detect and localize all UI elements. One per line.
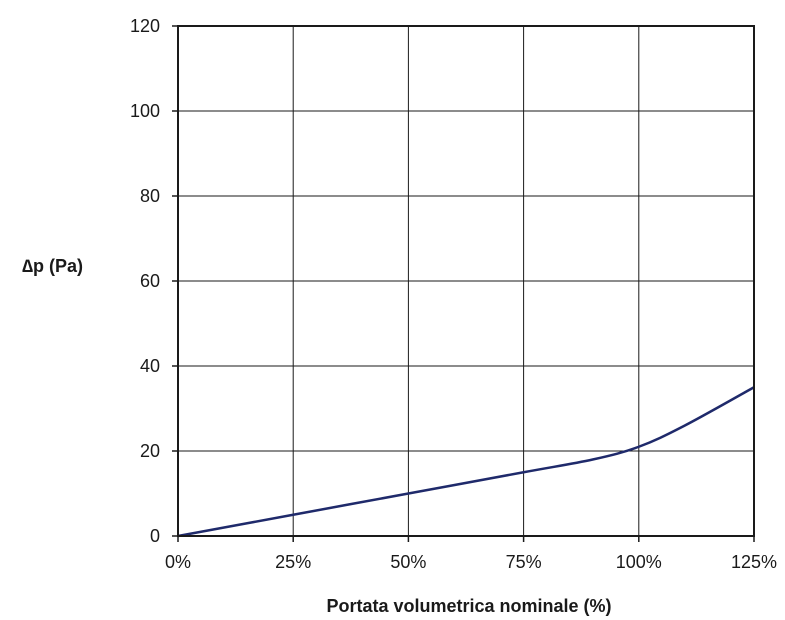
x-tick-labels: 0% 25% 50% 75% 100% 125% [165,536,777,572]
y-axis-title: ∆p (Pa) [22,256,83,276]
series-layer [177,386,755,538]
x-tick-label-1: 25% [275,552,311,572]
y-tick-label-2: 40 [140,356,160,376]
y-tick-label-3: 60 [140,271,160,291]
x-tick-label-0: 0% [165,552,191,572]
x-tick-label-3: 75% [506,552,542,572]
y-tick-label-1: 20 [140,441,160,461]
x-tick-label-5: 125% [731,552,777,572]
x-tick-label-2: 50% [390,552,426,572]
series-line-0 [177,386,755,538]
y-tick-label-5: 100 [130,101,160,121]
y-tick-label-6: 120 [130,16,160,36]
y-tick-label-0: 0 [150,526,160,546]
x-tick-label-4: 100% [616,552,662,572]
y-tick-labels: 0 20 40 60 80 100 120 [130,16,178,546]
grid [177,25,755,537]
y-tick-label-4: 80 [140,186,160,206]
x-axis-title: Portata volumetrica nominale (%) [326,596,611,616]
